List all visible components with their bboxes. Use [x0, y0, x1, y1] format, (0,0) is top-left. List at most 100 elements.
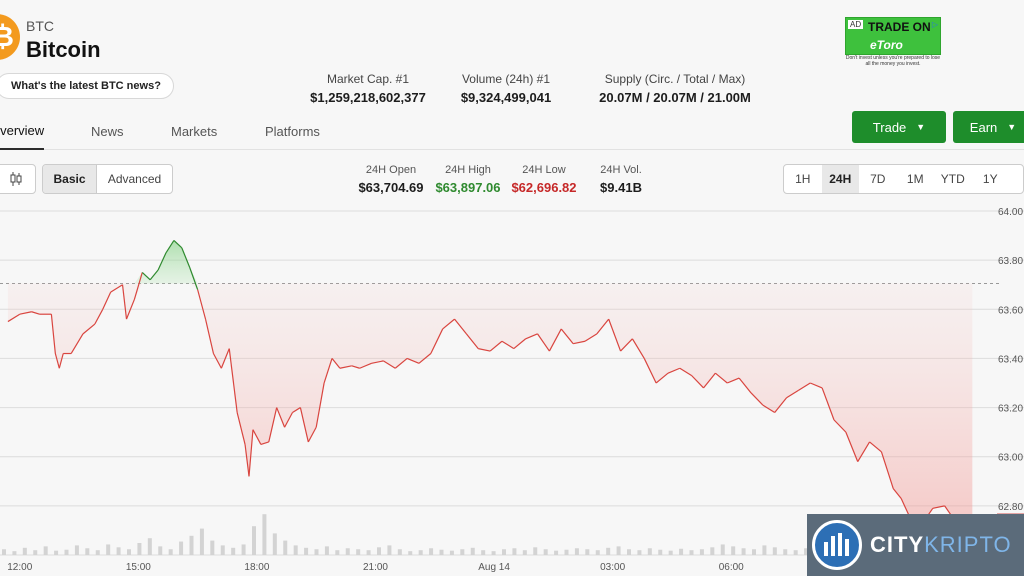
volume-bar	[564, 549, 569, 555]
volume-bar	[616, 546, 621, 555]
price-line-segment	[339, 365, 352, 369]
price-line-segment	[548, 328, 562, 352]
citykripto-watermark: CITYKRIPTO	[807, 514, 1024, 576]
price-line-segment	[110, 284, 123, 293]
price-line-segment	[573, 340, 586, 345]
etoro-logo: eToro	[870, 38, 903, 52]
range-ytd[interactable]: YTD	[940, 172, 965, 186]
range-1m[interactable]: 1M	[906, 172, 924, 186]
volume-bar	[574, 548, 579, 555]
ad-info-icon[interactable]: ▷	[931, 20, 938, 29]
tab-overview[interactable]: Overview	[0, 112, 45, 150]
advanced-mode-button[interactable]: Advanced	[107, 172, 162, 186]
volume-bar	[741, 548, 746, 555]
market-cap-label: Market Cap. #1	[326, 72, 410, 86]
price-line-segment	[173, 240, 183, 249]
price-line-segment	[7, 313, 21, 323]
vol-value: $9.41B	[600, 180, 642, 195]
volume-bar	[293, 545, 298, 555]
trade-button[interactable]: Trade ▼	[852, 111, 946, 143]
volume-bar	[460, 549, 465, 555]
volume-bar	[74, 545, 79, 555]
coin-ticker: BTC	[26, 18, 54, 34]
volume-bar	[22, 547, 27, 555]
volume-bar	[720, 544, 725, 555]
high-value: $63,897.06	[435, 180, 501, 195]
price-line-segment	[82, 323, 96, 335]
price-line-segment	[351, 365, 360, 369]
price-line-segment	[248, 429, 254, 477]
volume-bar	[33, 550, 38, 555]
price-line-segment	[252, 429, 262, 445]
price-line-segment	[738, 377, 752, 394]
price-line-segment	[299, 407, 309, 443]
y-tick-label: 63.60	[998, 305, 1023, 316]
volume-value: $9,324,499,041	[460, 90, 552, 105]
volume-bar	[429, 548, 434, 555]
price-line-segment	[418, 353, 432, 364]
volume-bar	[2, 549, 6, 555]
range-7d[interactable]: 7D	[870, 172, 886, 186]
volume-bar	[762, 545, 767, 555]
range-all[interactable]: A	[1009, 165, 1023, 193]
volume-bar	[147, 538, 152, 555]
price-line-segment	[667, 367, 681, 374]
price-line-segment	[643, 358, 657, 384]
volume-24h-stat: 24H Vol. $9.41B	[590, 164, 652, 195]
price-line-segment	[442, 318, 455, 330]
tab-platforms[interactable]: Platforms	[265, 123, 320, 139]
x-tick-label: 12:00	[7, 562, 32, 573]
volume-bar	[689, 550, 694, 555]
volume-bar	[772, 547, 777, 555]
price-line-segment	[19, 311, 32, 315]
ad-headline: TRADE ON	[868, 20, 931, 34]
candlestick-toggle-button[interactable]	[0, 164, 36, 194]
price-line-segment	[691, 375, 704, 389]
price-line-segment	[537, 333, 550, 352]
volume-bar	[262, 514, 267, 555]
tab-markets[interactable]: Markets	[171, 123, 218, 139]
volume-bar	[522, 550, 527, 555]
latest-news-button[interactable]: What's the latest BTC news?	[0, 73, 174, 99]
volume-label: Volume (24h) #1	[461, 72, 551, 86]
volume-bar	[210, 540, 215, 555]
volume-bar	[595, 550, 600, 555]
volume-bar	[679, 548, 684, 555]
volume-bar	[470, 547, 475, 555]
low-label: 24H Low	[522, 164, 566, 176]
price-line-segment	[220, 348, 230, 369]
volume-bar	[220, 545, 225, 555]
volume-bar	[543, 549, 548, 555]
volume-bar	[199, 528, 204, 555]
price-line-segment	[892, 488, 902, 499]
price-line-segment	[798, 382, 811, 391]
tab-news[interactable]: News	[91, 123, 124, 139]
volume-bar	[699, 549, 704, 555]
market-cap-value: $1,259,218,602,377	[310, 90, 426, 105]
bitcoin-logo-icon: ₿	[0, 14, 20, 60]
price-line-segment	[489, 340, 503, 352]
volume-bar	[241, 544, 246, 555]
coin-name: Bitcoin	[26, 37, 101, 62]
range-1y[interactable]: 1Y	[982, 172, 998, 186]
range-1h[interactable]: 1H	[795, 172, 811, 186]
price-line-segment	[394, 357, 408, 369]
volume-bar	[512, 548, 517, 555]
price-line-segment	[284, 412, 294, 428]
x-tick-label: 03:00	[600, 562, 625, 573]
price-line-segment	[157, 252, 167, 271]
basic-mode-button[interactable]: Basic	[43, 165, 97, 193]
supply-value: 20.07M / 20.07M / 21.00M	[599, 90, 751, 105]
earn-button[interactable]: Earn ▼	[953, 111, 1024, 143]
x-tick-label: 21:00	[363, 562, 388, 573]
volume-bar	[366, 550, 371, 555]
city-logo-icon	[812, 520, 862, 570]
price-line-segment	[454, 318, 467, 335]
price-line-segment	[125, 299, 135, 320]
etoro-ad-banner[interactable]: AD TRADE ON eToro ▷	[845, 17, 941, 55]
range-24h[interactable]: 24H	[821, 165, 859, 193]
volume-bar	[179, 541, 184, 555]
price-line-segment	[50, 314, 56, 354]
volume-bar	[387, 545, 392, 555]
volume-bar	[116, 547, 121, 555]
